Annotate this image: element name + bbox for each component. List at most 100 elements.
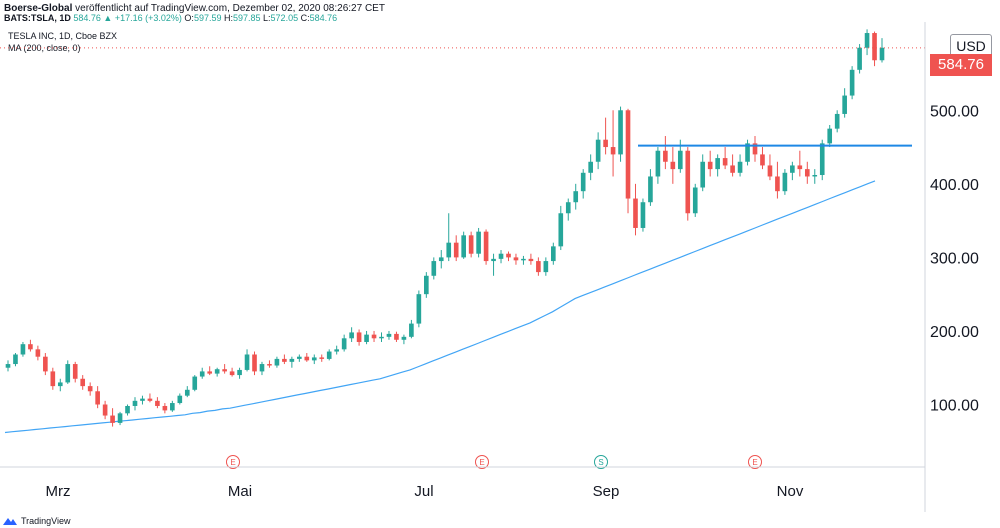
candle-body	[812, 175, 818, 177]
candle	[371, 330, 377, 342]
candle-body	[879, 47, 885, 61]
event-marker-circle	[475, 455, 489, 469]
candle-body	[57, 382, 63, 387]
candle	[610, 110, 616, 177]
candle-body	[453, 242, 459, 258]
candle-body	[140, 398, 145, 401]
publish-info: Boerse-Global veröffentlicht auf Trading…	[0, 0, 1000, 23]
candle-body	[319, 357, 325, 359]
candle-body	[506, 253, 511, 258]
candle	[551, 242, 556, 265]
footer: TradingView	[2, 516, 71, 526]
candle-body	[394, 333, 399, 340]
candle	[401, 334, 407, 345]
candle	[349, 327, 354, 342]
candle	[147, 393, 153, 403]
candle	[655, 147, 661, 184]
candle	[700, 154, 706, 192]
candle-body	[311, 357, 317, 361]
candle	[782, 169, 788, 195]
event-marker-circle	[594, 455, 608, 469]
candle-body	[244, 354, 250, 370]
candle	[872, 31, 877, 67]
candle-body	[730, 165, 735, 173]
x-tick-label: Sep	[593, 483, 620, 500]
candle	[476, 227, 481, 258]
y-tick-label: 100.00	[930, 398, 979, 415]
candle-body	[610, 147, 616, 155]
candle-body	[797, 165, 803, 170]
candle-body	[237, 369, 242, 376]
candle-body	[498, 253, 504, 259]
candle	[274, 356, 280, 368]
candle	[155, 397, 160, 409]
candle-body	[364, 334, 369, 342]
candle	[334, 345, 339, 355]
event-marker: E	[226, 455, 240, 469]
candle-body	[752, 143, 758, 155]
x-tick-label: Mrz	[46, 483, 71, 500]
candle-body	[483, 231, 489, 262]
candle-body	[297, 356, 302, 359]
candle	[424, 272, 429, 298]
low-label: L:	[263, 13, 271, 23]
candle	[558, 205, 564, 251]
ohlc-line: BATS:TSLA, 1D 584.76 ▲ +17.16 (+3.02%) O…	[4, 10, 337, 26]
candle	[289, 356, 295, 368]
candle-body	[633, 198, 638, 228]
candle-body	[155, 400, 160, 406]
candle-body	[222, 369, 227, 372]
candle	[453, 235, 459, 262]
candle	[461, 231, 466, 259]
legend-instrument[interactable]: TESLA INC, 1D, Cboe BZX	[8, 31, 118, 41]
y-tick-label: 400.00	[930, 177, 979, 194]
x-tick-label: Mai	[228, 483, 252, 500]
candle-body	[528, 258, 534, 262]
candle-body	[648, 176, 653, 203]
publish-line: Boerse-Global veröffentlicht auf Trading…	[4, 1, 385, 17]
candle-body	[252, 354, 257, 372]
candle-body	[170, 403, 175, 411]
candle-body	[341, 338, 347, 350]
candle	[110, 408, 115, 427]
candle-body	[424, 275, 429, 295]
candle	[356, 329, 362, 346]
candle	[267, 360, 272, 368]
last-price-tag: 584.76	[930, 54, 992, 76]
candle	[790, 161, 795, 181]
candle	[95, 386, 100, 409]
candle	[140, 395, 145, 405]
candle	[618, 106, 623, 162]
candle	[595, 132, 601, 170]
candle-body	[80, 378, 86, 387]
candle-body	[872, 33, 877, 61]
last-value: 584.76	[73, 13, 101, 23]
candle-body	[282, 358, 287, 362]
low-value: 572.05	[270, 13, 299, 23]
x-tick-label: Nov	[777, 483, 804, 500]
candle	[326, 349, 332, 361]
candle	[319, 354, 325, 362]
candle-body	[536, 261, 541, 273]
candle	[685, 147, 691, 221]
candle-body	[775, 176, 780, 192]
moving-average	[4, 180, 876, 434]
candle-body	[663, 150, 668, 162]
candle-body	[356, 332, 362, 342]
candle	[102, 400, 108, 420]
candle-body	[110, 415, 115, 423]
open-label: O:	[184, 13, 194, 23]
candle	[536, 257, 541, 276]
candle-body	[804, 169, 810, 177]
candle-body	[819, 143, 825, 176]
price-chart[interactable]: E E S E 100.00 200.00 300.00 400.00 500.00 Mrz Ma…	[0, 22, 1000, 512]
candle	[543, 257, 549, 276]
open-value: 597.59	[193, 13, 222, 23]
candle	[5, 360, 11, 372]
candle-body	[259, 364, 265, 372]
candle-body	[476, 231, 481, 254]
candle-body	[573, 191, 579, 203]
candle-body	[304, 356, 310, 361]
candle-body	[35, 349, 41, 357]
candle	[304, 353, 310, 362]
